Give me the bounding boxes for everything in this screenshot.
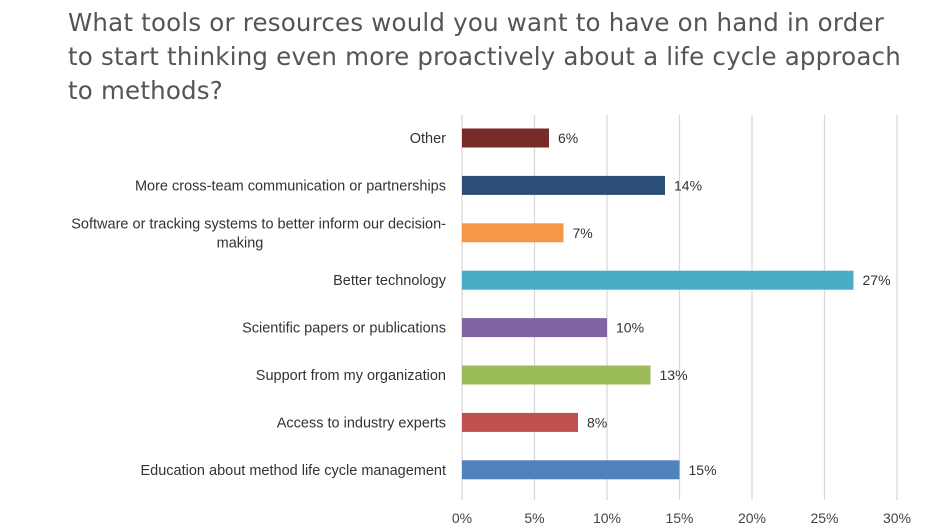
- data-label: 27%: [863, 272, 891, 288]
- x-tick-label: 20%: [738, 510, 766, 526]
- data-label: 6%: [558, 130, 578, 146]
- category-label: Better technology: [333, 273, 447, 289]
- data-label: 14%: [674, 177, 702, 193]
- data-label: 7%: [573, 225, 593, 241]
- bar: [462, 128, 549, 148]
- category-label: Access to industry experts: [277, 415, 446, 431]
- category-label: More cross-team communication or partner…: [135, 178, 446, 194]
- bar: [462, 412, 578, 432]
- chart-title: What tools or resources would you want t…: [68, 6, 928, 108]
- category-label: Education about method life cycle manage…: [141, 463, 447, 479]
- x-tick-label: 10%: [593, 510, 621, 526]
- x-tick-label: 15%: [665, 510, 693, 526]
- x-tick-label: 0%: [452, 510, 472, 526]
- category-label: Other: [410, 131, 446, 147]
- bar: [462, 175, 665, 195]
- bar: [462, 460, 680, 480]
- x-tick-label: 25%: [810, 510, 838, 526]
- x-tick-label: 5%: [524, 510, 544, 526]
- category-label: Scientific papers or publications: [242, 321, 446, 337]
- category-label: making: [217, 235, 264, 251]
- data-label: 13%: [660, 367, 688, 383]
- bar: [462, 365, 651, 385]
- bar: [462, 270, 854, 290]
- category-label: Software or tracking systems to better i…: [71, 216, 446, 232]
- chart-title-line: What tools or resources would you want t…: [68, 8, 885, 37]
- data-label: 15%: [689, 462, 717, 478]
- bar: [462, 223, 564, 243]
- chart-title-line: to start thinking even more proactively …: [68, 42, 901, 71]
- data-label: 8%: [587, 414, 607, 430]
- category-label: Support from my organization: [256, 368, 446, 384]
- bar: [462, 318, 607, 338]
- data-label: 10%: [616, 320, 644, 336]
- chart-title-line: to methods?: [68, 76, 223, 105]
- x-tick-label: 30%: [883, 510, 911, 526]
